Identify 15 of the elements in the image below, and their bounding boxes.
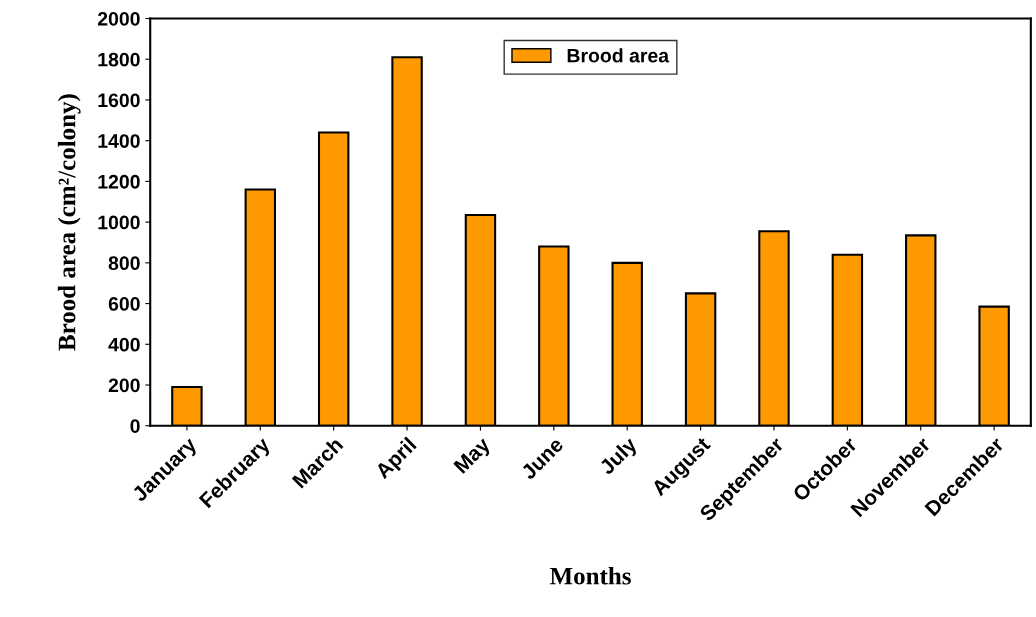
y-tick-label: 400 <box>108 337 140 352</box>
legend-label: Brood area <box>567 48 670 63</box>
y-axis-title: Brood area (cm²/colony) <box>57 94 81 351</box>
y-tick-label: 800 <box>108 256 140 271</box>
x-axis-title: Months <box>549 566 631 585</box>
y-tick-label: 200 <box>108 378 140 393</box>
x-tick-label: July <box>597 435 641 479</box>
y-tick-label: 2000 <box>97 11 140 26</box>
y-tick-label: 1200 <box>98 174 140 189</box>
y-tick-label: 1600 <box>98 93 140 108</box>
y-tick-label: 1400 <box>98 134 140 148</box>
y-tick-label: 600 <box>108 297 140 311</box>
y-tick-label: 1800 <box>98 52 140 67</box>
y-tick-label: 0 <box>130 419 140 433</box>
y-tick-label: 1000 <box>98 215 140 230</box>
